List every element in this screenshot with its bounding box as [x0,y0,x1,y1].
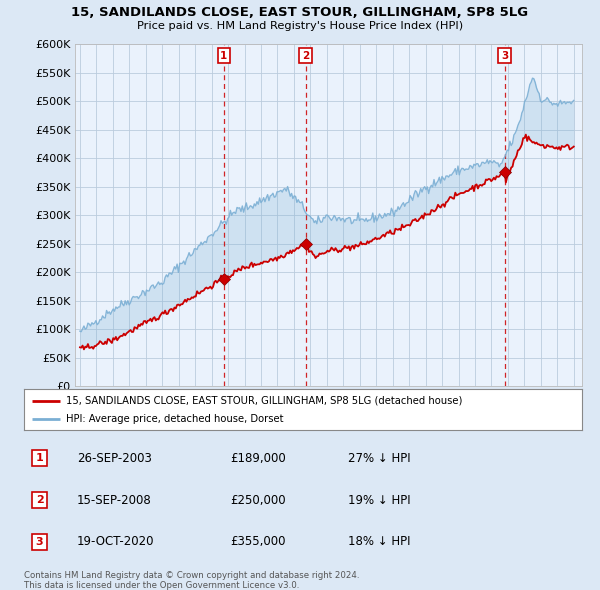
Text: 3: 3 [36,537,43,547]
Text: HPI: Average price, detached house, Dorset: HPI: Average price, detached house, Dors… [66,415,283,424]
Text: 15, SANDILANDS CLOSE, EAST STOUR, GILLINGHAM, SP8 5LG: 15, SANDILANDS CLOSE, EAST STOUR, GILLIN… [71,6,529,19]
Text: Contains HM Land Registry data © Crown copyright and database right 2024.: Contains HM Land Registry data © Crown c… [24,571,359,580]
Text: 26-SEP-2003: 26-SEP-2003 [77,452,152,465]
Text: Price paid vs. HM Land Registry's House Price Index (HPI): Price paid vs. HM Land Registry's House … [137,21,463,31]
Text: This data is licensed under the Open Government Licence v3.0.: This data is licensed under the Open Gov… [24,581,299,590]
Text: 15, SANDILANDS CLOSE, EAST STOUR, GILLINGHAM, SP8 5LG (detached house): 15, SANDILANDS CLOSE, EAST STOUR, GILLIN… [66,396,462,406]
Text: 15-SEP-2008: 15-SEP-2008 [77,493,152,507]
Text: £355,000: £355,000 [230,535,286,548]
Text: £189,000: £189,000 [230,452,286,465]
Text: 27% ↓ HPI: 27% ↓ HPI [347,452,410,465]
Text: 18% ↓ HPI: 18% ↓ HPI [347,535,410,548]
Text: 1: 1 [220,51,227,61]
Text: 3: 3 [501,51,508,61]
Text: 19-OCT-2020: 19-OCT-2020 [77,535,155,548]
Text: 2: 2 [36,495,43,505]
Text: 2: 2 [302,51,309,61]
Text: 19% ↓ HPI: 19% ↓ HPI [347,493,410,507]
Text: 1: 1 [36,453,43,463]
Text: £250,000: £250,000 [230,493,286,507]
